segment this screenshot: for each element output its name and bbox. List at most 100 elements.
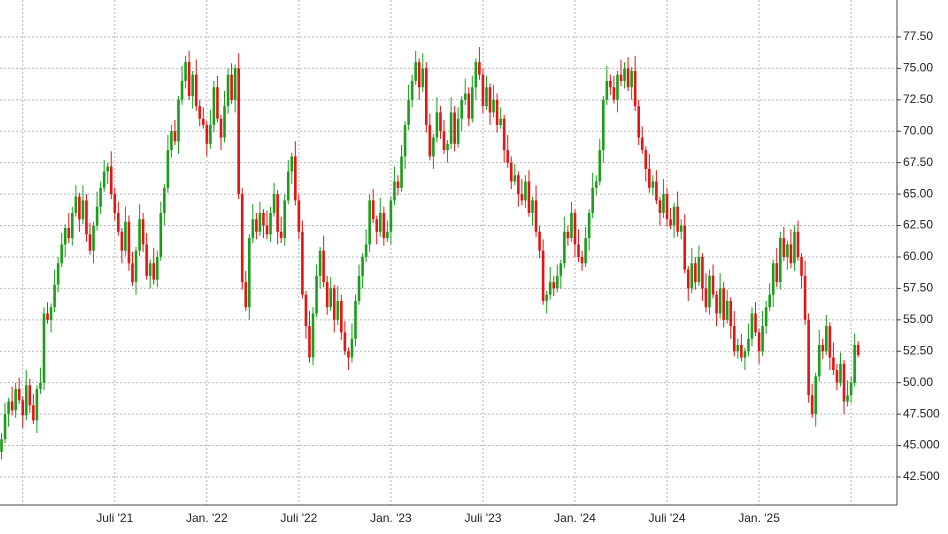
candle-body [541, 250, 545, 301]
candle-body [375, 219, 379, 232]
x-tick-label: Juli '22 [280, 511, 317, 525]
candle-body [846, 395, 849, 402]
candle-body [786, 244, 789, 257]
candle-body [141, 219, 145, 245]
candle-body [49, 307, 53, 320]
candle-body [644, 150, 648, 169]
candle-body [856, 344, 860, 356]
candle-body [166, 150, 170, 188]
candle-body [240, 194, 244, 283]
candle-body [138, 219, 141, 251]
candle-body [258, 212, 262, 232]
y-tick-label: 57.50 [903, 281, 933, 295]
candle-body [389, 200, 393, 232]
candle-body [417, 62, 421, 88]
candle-body [672, 206, 676, 226]
candle-body [322, 250, 325, 283]
candle-body [694, 263, 697, 283]
candle-body [502, 118, 506, 151]
x-tick-label: Jan. '22 [186, 511, 228, 525]
candle-body [187, 62, 191, 97]
candle-body [10, 401, 14, 411]
candle-body [555, 275, 559, 289]
candle-body [396, 181, 400, 188]
candle-body [173, 131, 177, 142]
candle-body [357, 275, 361, 301]
candle-body [669, 219, 672, 226]
candle-body [216, 87, 219, 119]
candle-body [46, 313, 49, 320]
candle-body [633, 70, 637, 107]
candle-body [407, 99, 410, 125]
candle-body [779, 238, 782, 283]
candle-body [718, 288, 722, 314]
candle-body [729, 300, 733, 327]
candle-body [311, 313, 315, 358]
candle-body [754, 313, 757, 333]
candle-body [587, 212, 591, 239]
x-tick-label: Jan. '23 [370, 511, 412, 525]
candle-body [853, 344, 856, 383]
candle-body [704, 288, 708, 308]
candle-body [99, 187, 102, 207]
candle-body [513, 175, 517, 182]
candle-body [789, 244, 793, 264]
candle-body [598, 150, 602, 182]
candle-body [170, 131, 173, 151]
candle-body [354, 300, 357, 339]
candle-body [124, 221, 127, 251]
candle-body [662, 194, 665, 213]
y-tick-label: 67.50 [903, 155, 933, 169]
candle-body [545, 294, 548, 301]
candle-body [690, 263, 694, 289]
candle-body [478, 62, 481, 75]
candle-body [803, 275, 807, 320]
candle-body [697, 256, 701, 283]
candle-body [88, 234, 92, 251]
candle-body [676, 206, 679, 232]
candle-body [722, 288, 725, 320]
candle-body [626, 68, 630, 88]
candle-body [290, 156, 294, 172]
candle-body [393, 181, 396, 201]
candle-body [35, 388, 39, 421]
x-tick-label: Jan. '24 [554, 511, 596, 525]
candle-body [835, 370, 839, 383]
candle-body [28, 385, 32, 406]
candle-body [460, 99, 463, 119]
candle-body [237, 68, 240, 195]
candle-body [191, 74, 194, 97]
candle-body [233, 68, 237, 100]
candle-body [524, 181, 527, 201]
candle-body [580, 256, 584, 264]
candle-body [832, 357, 835, 371]
candle-body [251, 219, 255, 239]
candle-body [499, 118, 502, 125]
candle-body [732, 326, 736, 352]
candle-body [658, 200, 662, 213]
candle-body [761, 326, 764, 352]
candle-body [623, 68, 626, 81]
candle-body [686, 269, 690, 289]
candle-body [92, 225, 95, 251]
candle-body [184, 62, 187, 81]
candle-body [7, 401, 10, 415]
candle-body [421, 68, 425, 88]
candle-body [329, 288, 333, 308]
candle-body [453, 112, 456, 144]
candle-body [509, 162, 513, 182]
candle-body [155, 256, 159, 280]
y-tick-label: 55.00 [903, 312, 933, 326]
candle-body [584, 238, 587, 264]
candle-body [527, 181, 531, 213]
candle-body [262, 212, 265, 226]
y-tick-label: 75.00 [903, 61, 933, 75]
candle-body [534, 200, 538, 232]
candle-body [609, 80, 612, 88]
candle-body [821, 344, 825, 352]
candle-body [3, 414, 7, 440]
candle-body [612, 87, 616, 100]
candle-body [715, 294, 718, 314]
candle-body [655, 181, 658, 201]
